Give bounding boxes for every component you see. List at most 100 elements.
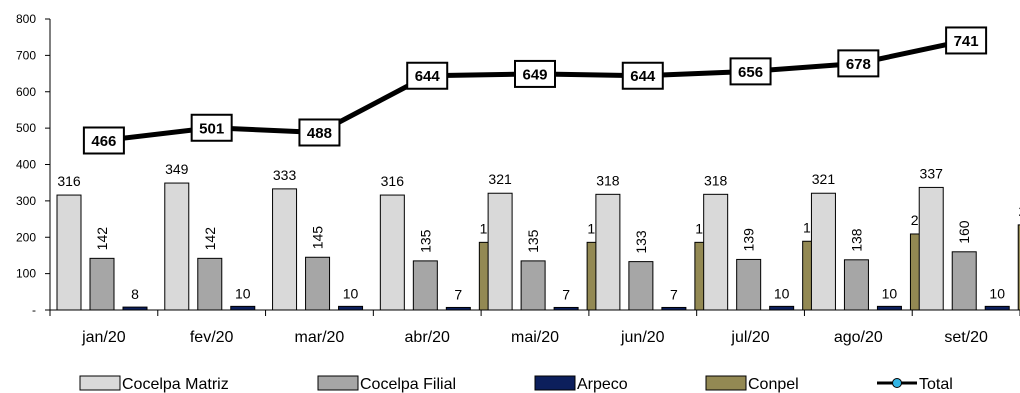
total-value-box	[406, 61, 449, 90]
bar-value-label: 333	[273, 167, 297, 183]
bar-value-label: 337	[920, 165, 944, 181]
bar-cocelpa-matriz	[487, 192, 513, 311]
bar-value-label: 7	[562, 286, 570, 302]
legend-total-marker	[892, 378, 902, 388]
bar-value-label: 138	[848, 228, 864, 252]
x-category-label: jun/20	[620, 329, 665, 346]
total-value-box	[190, 113, 233, 142]
bar-cocelpa-filial	[843, 259, 869, 311]
bar-value-label: 10	[882, 285, 898, 301]
legend-label: Cocelpa Matriz	[122, 376, 229, 393]
bar-value-label: 133	[633, 230, 649, 254]
bar-value-label: 135	[525, 229, 541, 253]
bar-cocelpa-matriz	[379, 194, 405, 311]
bar-cocelpa-filial	[89, 257, 115, 311]
total-value-box	[621, 61, 664, 90]
total-value-box	[514, 59, 556, 88]
bar-cocelpa-filial	[628, 261, 654, 311]
x-category-label: abr/20	[405, 329, 450, 346]
y-tick-label: -	[32, 303, 36, 317]
bar-cocelpa-filial	[951, 251, 977, 311]
bar-value-label: 318	[704, 172, 728, 188]
total-value-label: 466	[91, 133, 116, 150]
y-tick-label: 300	[16, 194, 36, 208]
bar-arpeco	[338, 305, 364, 311]
bar-arpeco	[984, 305, 1010, 311]
bar-cocelpa-filial	[736, 258, 762, 311]
bar-conpel	[1017, 224, 1020, 311]
bar-cocelpa-matriz	[810, 192, 836, 311]
y-tick-label: 100	[16, 267, 36, 281]
bar-value-label: 142	[202, 227, 218, 251]
legend-label: Arpeco	[577, 376, 628, 393]
total-value-label: 644	[415, 68, 441, 85]
bar-value-label: 7	[454, 286, 462, 302]
total-value-box	[837, 49, 880, 78]
bar-value-label: 10	[343, 285, 359, 301]
total-value-box	[82, 126, 125, 155]
bar-value-label: 160	[956, 220, 972, 244]
bar-value-label: 316	[381, 173, 405, 189]
x-category-label: mai/20	[511, 329, 559, 346]
bar-cocelpa-matriz	[164, 182, 190, 311]
total-value-label: 656	[738, 64, 763, 81]
bar-cocelpa-filial	[197, 257, 223, 311]
legend-swatch	[534, 375, 576, 391]
bar-value-label: 318	[596, 172, 620, 188]
x-category-label: set/20	[944, 329, 988, 346]
bar-value-label: 321	[488, 171, 512, 187]
total-value-label: 649	[522, 66, 547, 83]
y-tick-label: 800	[16, 12, 36, 26]
bar-cocelpa-filial	[305, 256, 331, 311]
x-category-label: jan/20	[81, 329, 126, 346]
x-category-label: mar/20	[295, 329, 345, 346]
bar-value-label: 8	[131, 286, 139, 302]
bar-value-label: 10	[235, 285, 251, 301]
x-category-label: jul/20	[730, 329, 769, 346]
legend-label: Total	[919, 376, 953, 393]
bar-cocelpa-matriz	[56, 194, 82, 311]
bar-cocelpa-filial	[520, 260, 546, 311]
bar-arpeco	[230, 305, 256, 311]
bar-arpeco	[769, 305, 795, 311]
legend-label: Conpel	[748, 376, 799, 393]
total-value-label: 644	[630, 68, 656, 85]
y-tick-label: 200	[16, 230, 36, 244]
bar-value-label: 349	[165, 161, 189, 177]
bar-value-label: 139	[741, 228, 757, 252]
legend-swatch	[705, 375, 747, 391]
bar-value-label: 316	[57, 173, 81, 189]
legend-swatch	[317, 375, 359, 391]
bar-value-label: 7	[670, 286, 678, 302]
bar-value-label: 10	[989, 285, 1005, 301]
bar-value-label: 135	[417, 229, 433, 253]
bar-arpeco	[876, 305, 902, 311]
y-tick-label: 600	[16, 85, 36, 99]
bar-value-label: 145	[310, 226, 326, 250]
bar-cocelpa-matriz	[595, 193, 621, 311]
legend-swatch	[79, 375, 121, 391]
total-value-box	[945, 26, 988, 55]
total-value-box	[298, 118, 341, 147]
bar-value-label: 234	[1019, 203, 1020, 219]
bar-value-label: 321	[812, 171, 836, 187]
bar-cocelpa-filial	[412, 260, 438, 311]
total-value-box	[729, 57, 772, 86]
bar-cocelpa-matriz	[918, 186, 944, 311]
y-tick-label: 400	[16, 158, 36, 172]
x-category-label: ago/20	[834, 329, 883, 346]
bar-cocelpa-matriz	[703, 193, 729, 311]
bar-cocelpa-matriz	[272, 188, 298, 311]
total-line	[103, 38, 967, 143]
total-value-label: 501	[199, 120, 224, 137]
total-value-label: 741	[954, 33, 979, 50]
total-value-label: 678	[846, 56, 871, 73]
x-category-label: fev/20	[190, 329, 234, 346]
total-value-label: 488	[307, 125, 332, 142]
y-tick-label: 700	[16, 48, 36, 62]
bar-value-label: 142	[94, 227, 110, 251]
y-tick-label: 500	[16, 121, 36, 135]
legend-label: Cocelpa Filial	[360, 376, 456, 393]
bar-value-label: 10	[774, 285, 790, 301]
